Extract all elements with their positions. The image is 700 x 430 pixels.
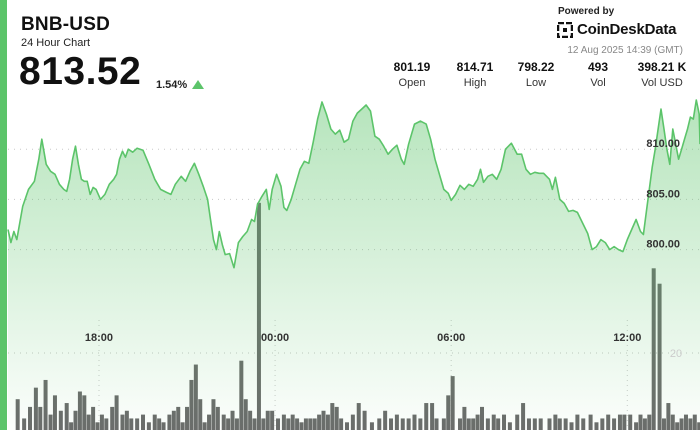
stat-low-value: 798.22 bbox=[517, 60, 555, 74]
stat-high-value: 814.71 bbox=[456, 60, 494, 74]
stat-vol-value: 493 bbox=[587, 60, 609, 74]
stat-vol-usd-label: Vol USD bbox=[641, 77, 683, 89]
stat-vol-usd: 398.21 K Vol USD bbox=[632, 60, 692, 89]
current-price: 813.52 bbox=[19, 50, 142, 93]
stat-high: 814.71 High bbox=[452, 60, 498, 89]
powered-by-label: Powered by bbox=[558, 6, 615, 17]
y-tick-label: 810.00 bbox=[646, 138, 680, 150]
coindesk-logo-icon bbox=[557, 21, 573, 38]
price-change-percent: 1.54% bbox=[156, 79, 188, 91]
stat-open-label: Open bbox=[398, 77, 426, 89]
stat-vol-label: Vol bbox=[590, 77, 606, 89]
y-tick-label: 805.00 bbox=[646, 188, 680, 200]
stat-open: 801.19 Open bbox=[389, 60, 435, 89]
stat-high-label: High bbox=[463, 77, 487, 89]
brand-name: CoinDeskData bbox=[577, 21, 677, 38]
y-tick-label: 800.00 bbox=[646, 239, 680, 251]
timestamp: 12 Aug 2025 14:39 (GMT) bbox=[567, 45, 683, 56]
x-tick-label: 12:00 bbox=[613, 332, 641, 344]
volume-axis-label: 20 bbox=[670, 348, 682, 360]
brand-logo-link[interactable]: CoinDeskData bbox=[557, 21, 676, 38]
price-line bbox=[7, 99, 700, 269]
accent-bar bbox=[0, 0, 7, 430]
x-tick-label: 18:00 bbox=[85, 332, 113, 344]
stat-low: 798.22 Low bbox=[513, 60, 559, 89]
stat-open-value: 801.19 bbox=[393, 60, 431, 74]
stat-low-label: Low bbox=[525, 77, 547, 89]
x-tick-label: 06:00 bbox=[437, 332, 465, 344]
x-tick-label: 00:00 bbox=[261, 332, 289, 344]
chart-subtitle: 24 Hour Chart bbox=[21, 37, 91, 49]
price-area-fill bbox=[8, 100, 700, 430]
triangle-up-icon bbox=[192, 80, 204, 89]
symbol-title: BNB-USD bbox=[21, 14, 111, 35]
stat-vol: 493 Vol bbox=[578, 60, 618, 89]
stat-vol-usd-value: 398.21 K bbox=[637, 60, 687, 74]
